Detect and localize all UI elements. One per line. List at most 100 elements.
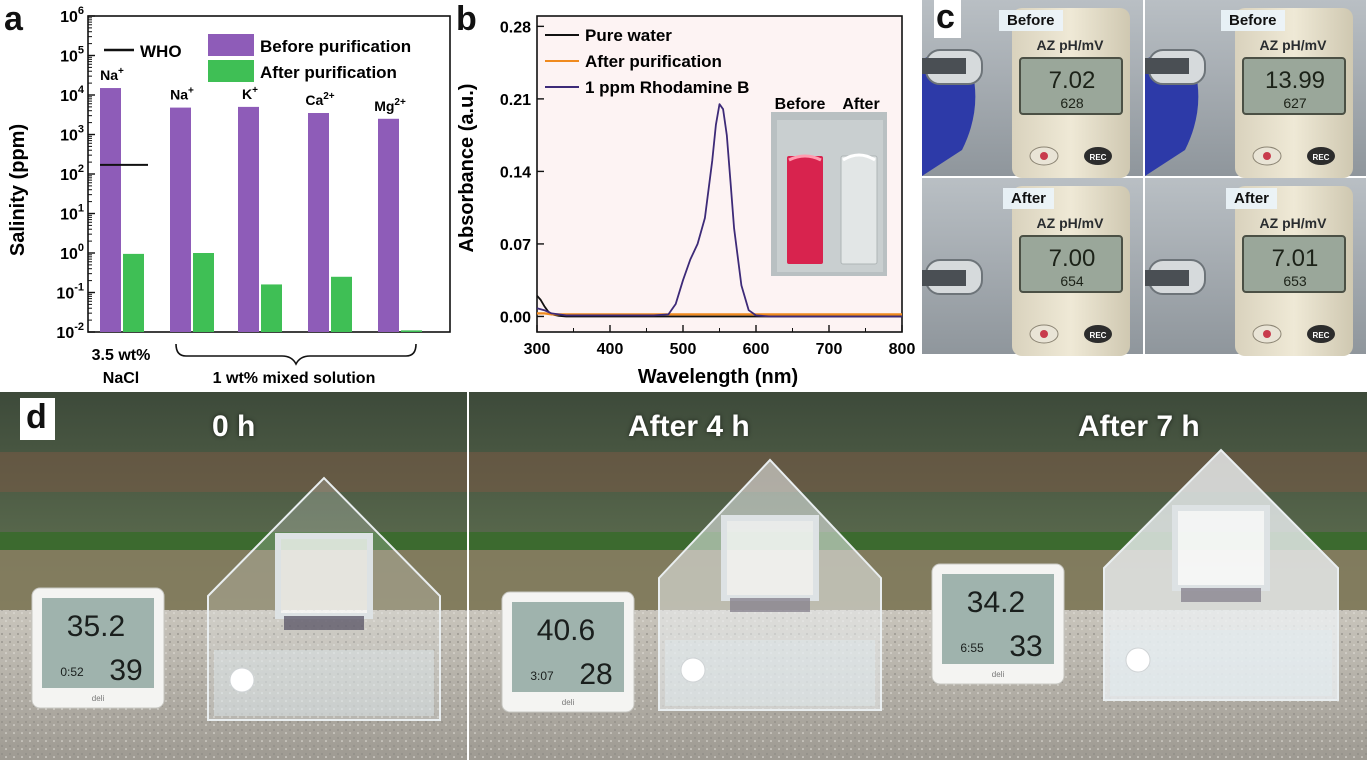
ph-probe — [922, 270, 966, 286]
hygrometer-screen — [942, 574, 1054, 664]
lcd-screen — [1242, 57, 1346, 115]
rec-button — [1084, 325, 1112, 343]
brick-building — [0, 452, 467, 492]
photo-label-before-1: Before — [999, 10, 1063, 31]
rec-button — [1084, 147, 1112, 165]
category-label-1: Na+ — [170, 86, 194, 103]
ph-probe — [1145, 270, 1189, 286]
humidity-reading: 33 — [1009, 630, 1042, 663]
absorbance-line-chart: 300 400 500 600 700 800 0.00 0.07 0.14 0.21 0.28 P… — [456, 15, 915, 388]
hygrometer-brand: deli — [562, 698, 575, 707]
bar-after-2 — [261, 284, 282, 332]
x-tick-label-b-0: 300 — [524, 341, 551, 358]
panel-letter-d: d — [20, 398, 55, 440]
category-label-4: Mg2+ — [374, 97, 406, 114]
bar-after-1 — [193, 253, 214, 332]
clock-reading: 6:55 — [960, 641, 984, 655]
greenhouse-photo-2: 34.2 6:55 33 deli — [916, 392, 1367, 760]
greenhouse-photo-1: 40.6 3:07 28 deli — [469, 392, 916, 760]
evaporator-frame — [1172, 505, 1270, 591]
rec-button-label: REC — [1313, 331, 1330, 340]
power-dot — [1040, 330, 1048, 338]
lcd-sub-reading: 627 — [1283, 95, 1307, 111]
legend-pure-water-label: Pure water — [585, 26, 672, 45]
bar-after-3 — [331, 276, 352, 332]
cuvette-inset: Before After — [771, 96, 887, 276]
y-tick-label-b-0: 0.00 — [500, 309, 531, 326]
lcd-screen — [1019, 57, 1123, 115]
rec-button-label: REC — [1090, 331, 1107, 340]
rec-button — [1307, 147, 1335, 165]
mixed-solution-bracket — [175, 343, 417, 366]
x-tick-label-b-2: 500 — [670, 341, 697, 358]
temperature-reading: 40.6 — [537, 614, 595, 647]
legend-who-label: WHO — [140, 42, 182, 61]
greenhouse-photo-0: 35.2 0:52 39 deli — [0, 392, 467, 760]
line-after-purification — [537, 312, 902, 316]
x-axis-title-b: Wavelength (nm) — [638, 366, 798, 388]
clock-reading: 0:52 — [60, 665, 84, 679]
lcd-sub-reading: 654 — [1060, 273, 1084, 289]
line-rhodamine-b — [536, 103, 902, 318]
bar-after-0 — [123, 253, 144, 332]
time-label-4h: After 4 h — [628, 410, 750, 443]
absorber — [730, 598, 810, 612]
temperature-reading: 35.2 — [67, 610, 125, 643]
panel-letter-b: b — [456, 0, 477, 38]
y-tick-label-a-0: 10-2 — [56, 321, 84, 342]
panel-letter-a: a — [4, 0, 23, 38]
group-label-nacl-line1: 3.5 wt% — [92, 347, 151, 364]
meter-brand: AZ pH/mV — [1260, 37, 1328, 53]
hygrometer-screen — [42, 598, 154, 688]
humidity-reading: 28 — [579, 658, 612, 691]
y-tick-label-b-1: 0.07 — [500, 237, 531, 254]
valve — [680, 657, 706, 683]
rec-button-label: REC — [1090, 153, 1107, 162]
bar-before-1 — [170, 107, 191, 332]
y-tick-label-a-1: 10-1 — [56, 282, 84, 303]
greenhouse-photos: 35.2 0:52 39 deli 40.6 3:07 28 deli 34.2 6:55 33 de… — [0, 392, 1367, 760]
y-axis-title-a: Salinity (ppm) — [7, 124, 29, 256]
bar-before-3 — [308, 113, 329, 333]
clock-reading: 3:07 — [530, 669, 554, 683]
ph-probe — [1145, 58, 1189, 74]
category-label-3: Ca2+ — [305, 91, 334, 108]
x-tick-label-b-1: 400 — [597, 341, 624, 358]
meter-brand: AZ pH/mV — [1260, 215, 1328, 231]
y-tick-label-a-2: 100 — [60, 242, 84, 263]
absorber — [284, 616, 364, 630]
panel-letter-c: c — [934, 0, 961, 38]
hedge — [0, 532, 467, 550]
cuvette-after — [840, 155, 878, 265]
hygrometer-brand: deli — [92, 694, 105, 703]
temperature-reading: 34.2 — [967, 586, 1025, 619]
y-tick-label-a-5: 103 — [60, 124, 84, 145]
humidity-reading: 39 — [109, 654, 142, 687]
legend-after-label: After purification — [260, 63, 397, 82]
legend-before-label: Before purification — [260, 37, 411, 56]
inset-before-label: Before — [775, 96, 826, 113]
group-label-nacl-line2: NaCl — [103, 370, 139, 387]
absorber — [1181, 588, 1261, 602]
legend-after-purification-label: After purification — [585, 52, 722, 71]
lcd-screen — [1242, 235, 1346, 293]
x-tick-label-b-4: 700 — [816, 341, 843, 358]
cuvette-before — [787, 156, 823, 264]
time-label-0h: 0 h — [212, 410, 256, 443]
lcd-screen — [1019, 235, 1123, 293]
lcd-main-reading: 7.01 — [1272, 245, 1319, 272]
bar-after-4 — [401, 330, 422, 332]
lcd-main-reading: 7.02 — [1049, 67, 1096, 94]
y-tick-label-b-4: 0.28 — [500, 19, 531, 36]
photo-label-after-1: After — [1003, 188, 1055, 209]
legend-rhodamine-label: 1 ppm Rhodamine B — [585, 78, 749, 97]
y-tick-label-a-3: 101 — [60, 203, 84, 224]
y-axis-title-b: Absorbance (a.u.) — [456, 84, 478, 253]
bar-before-0 — [100, 88, 121, 332]
legend-before-swatch — [208, 34, 254, 56]
photo-label-after-2: After — [1226, 188, 1278, 209]
brick-building — [469, 452, 916, 492]
bar-before-4 — [378, 118, 399, 332]
lcd-sub-reading: 628 — [1060, 95, 1084, 111]
